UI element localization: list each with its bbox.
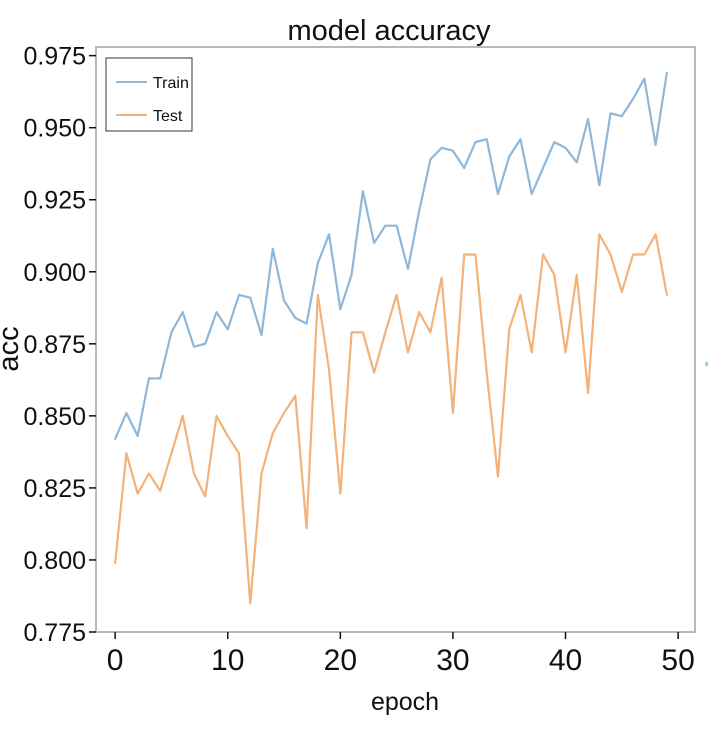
train-series-line	[114, 71, 668, 441]
x-tick-label: 10	[211, 644, 244, 677]
y-tick-label: 0.825	[23, 475, 86, 503]
y-tick-label: 0.900	[23, 259, 86, 287]
chart-title: model accuracy	[287, 15, 491, 47]
x-tick-label: 20	[324, 644, 357, 677]
y-tick-label: 0.975	[23, 43, 86, 71]
edge-dot	[704, 361, 708, 367]
y-tick-label: 0.875	[23, 331, 86, 359]
tick-layer: 0.775 0.800 0.825 0.850 0.875 0.900 0.925 0.950…	[23, 43, 694, 677]
y-tick-label: 0.850	[23, 403, 86, 431]
y-tick-label: 0.950	[23, 115, 86, 143]
plot-frame	[95, 46, 696, 633]
legend: Train Test	[105, 57, 193, 132]
y-axis-label: acc	[0, 326, 25, 371]
legend-test-label: Test	[153, 108, 183, 125]
y-tick-label: 0.925	[23, 187, 86, 215]
x-tick-label: 30	[436, 644, 469, 677]
y-tick-label: 0.775	[23, 619, 86, 647]
series-layer	[114, 71, 668, 605]
legend-box	[105, 57, 193, 132]
y-tick-label: 0.800	[23, 547, 86, 575]
x-axis-label: epoch	[371, 688, 439, 716]
test-series-line	[114, 233, 668, 605]
x-tick-label: 0	[107, 644, 124, 677]
x-tick-label: 50	[661, 644, 694, 677]
legend-train-label: Train	[153, 75, 189, 92]
x-tick-label: 40	[549, 644, 582, 677]
